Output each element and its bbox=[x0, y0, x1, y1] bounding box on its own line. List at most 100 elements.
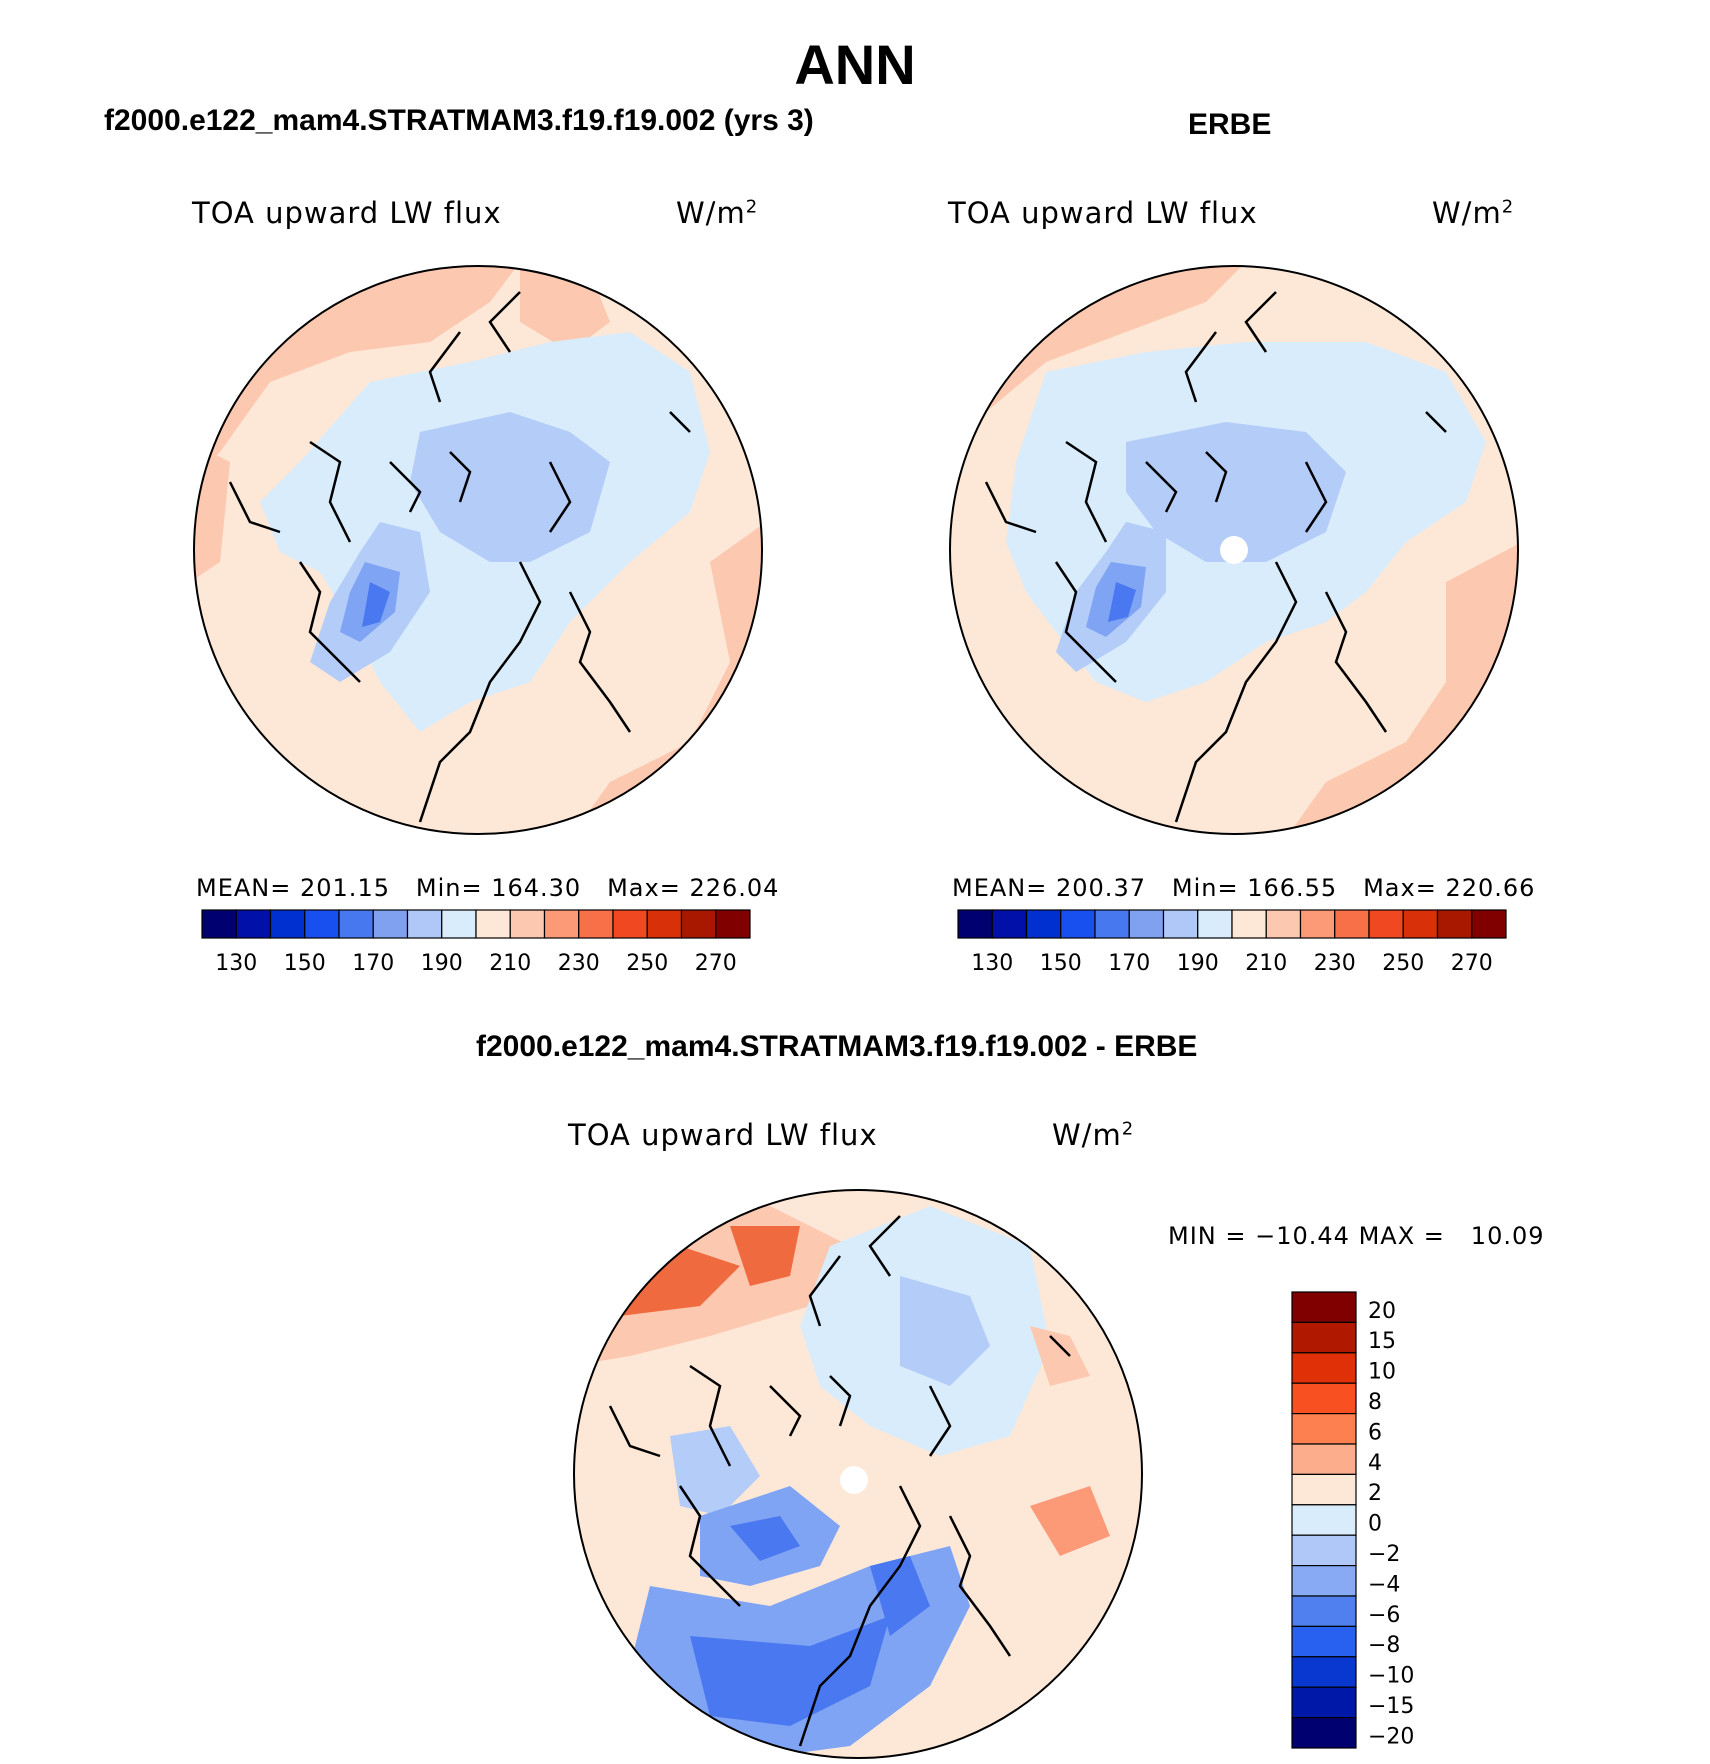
colorbar-tick-label: −20 bbox=[1368, 1724, 1414, 1749]
colorbar-swatch bbox=[1402, 909, 1439, 939]
colorbar-swatch bbox=[1471, 909, 1507, 939]
main-title: ANN bbox=[794, 33, 916, 96]
colorbar-tick-label: 150 bbox=[284, 951, 326, 976]
colorbar-tick-label: 170 bbox=[352, 951, 394, 976]
atlantic-warm-spot bbox=[1030, 1486, 1110, 1556]
colorbar-tick-label: 270 bbox=[1451, 951, 1493, 976]
diff-units-base: W/m bbox=[1052, 1118, 1122, 1152]
coastline-outline bbox=[228, 291, 691, 823]
panel1-polar-map bbox=[193, 265, 763, 835]
colorbar-swatch bbox=[1368, 909, 1404, 939]
panel1-max-value: 226.04 bbox=[689, 874, 780, 902]
panel2-max-value: 220.66 bbox=[1445, 874, 1536, 902]
greenland-deep-blue-region bbox=[362, 582, 390, 627]
colorbar-swatch bbox=[1291, 1504, 1357, 1536]
colorbar-tick-label: 210 bbox=[1245, 951, 1287, 976]
panel1-min-label: Min= bbox=[415, 874, 483, 902]
panel2-mean-value: 200.37 bbox=[1056, 874, 1146, 902]
diff-variable-label: TOA upward LW flux bbox=[568, 1118, 878, 1152]
colorbar-tick-label: 130 bbox=[215, 951, 257, 976]
colorbar-swatch bbox=[612, 909, 648, 939]
colorbar-swatch bbox=[1291, 1565, 1357, 1597]
colorbar-swatch bbox=[1291, 1717, 1357, 1749]
colorbar-tick-label: 150 bbox=[1040, 951, 1082, 976]
colorbar-tick-label: 190 bbox=[1177, 951, 1219, 976]
colorbar-swatch bbox=[338, 909, 374, 939]
colorbar-swatch bbox=[1291, 1534, 1357, 1567]
colorbar-swatch bbox=[1291, 1443, 1357, 1475]
arctic-light-blue-region bbox=[410, 412, 610, 562]
panel2-max-label: Max= bbox=[1363, 874, 1437, 902]
panel1-units: W/m2 bbox=[676, 196, 758, 230]
colorbar-tick-label: −10 bbox=[1368, 1664, 1414, 1689]
panel2-units-base: W/m bbox=[1432, 196, 1502, 230]
panel1-stats: MEAN= 201.15 Min= 164.30 Max= 226.04 bbox=[196, 874, 779, 902]
colorbar-tick-label: 0 bbox=[1368, 1512, 1382, 1537]
panel1-mean-label: MEAN= bbox=[196, 874, 292, 902]
colorbar-swatch bbox=[1162, 909, 1199, 939]
diff-units-exp: 2 bbox=[1121, 1118, 1135, 1140]
panel2-variable-label: TOA upward LW flux bbox=[948, 196, 1258, 230]
colorbar-swatch bbox=[1094, 909, 1130, 939]
colorbar-swatch bbox=[680, 909, 717, 939]
panel2-stats: MEAN= 200.37 Min= 166.55 Max= 220.66 bbox=[952, 874, 1535, 902]
colorbar-swatch bbox=[1265, 909, 1302, 939]
diff-min-value: −10.44 bbox=[1255, 1222, 1350, 1250]
colorbar-tick-label: 250 bbox=[1382, 951, 1424, 976]
colorbar-swatch bbox=[304, 909, 340, 939]
colorbar-swatch bbox=[957, 909, 993, 939]
panel2-heading: ERBE bbox=[1188, 108, 1272, 141]
colorbar-swatch bbox=[1291, 1656, 1357, 1688]
colorbar-swatch bbox=[1025, 909, 1062, 939]
colorbar-swatch bbox=[646, 909, 683, 939]
canada-light-blue-region bbox=[670, 1426, 760, 1516]
diff-max-label: MAX = bbox=[1358, 1222, 1445, 1250]
arctic-light-blue-region bbox=[900, 1276, 990, 1386]
colorbar-tick-label: 190 bbox=[421, 951, 463, 976]
colorbar-swatch bbox=[475, 909, 511, 939]
colorbar-swatch bbox=[543, 909, 580, 939]
diff-heading: f2000.e122_mam4.STRATMAM3.f19.f19.002 - … bbox=[476, 1030, 1198, 1063]
colorbar-tick-label: −4 bbox=[1368, 1572, 1400, 1597]
colorbar-swatch bbox=[1291, 1686, 1357, 1719]
colorbar-swatch bbox=[441, 909, 477, 939]
colorbar-swatch bbox=[1128, 909, 1165, 939]
colorbar-tick-label: 170 bbox=[1108, 951, 1150, 976]
panel2-units-exp: 2 bbox=[1501, 196, 1515, 218]
colorbar-tick-label: 210 bbox=[489, 951, 531, 976]
panel1-heading: f2000.e122_mam4.STRATMAM3.f19.f19.002 (y… bbox=[104, 104, 814, 137]
colorbar-swatch bbox=[1291, 1412, 1357, 1445]
colorbar-tick-label: 20 bbox=[1368, 1299, 1396, 1324]
colorbar-tick-label: 250 bbox=[626, 951, 668, 976]
colorbar-swatch bbox=[1291, 1382, 1357, 1415]
colorbar-swatch bbox=[509, 909, 546, 939]
colorbar-tick-label: 230 bbox=[558, 951, 600, 976]
colorbar-tick-label: −2 bbox=[1368, 1542, 1400, 1567]
colorbar-tick-label: −8 bbox=[1368, 1633, 1400, 1658]
pole-data-gap bbox=[840, 1466, 868, 1494]
pole-data-gap bbox=[1220, 536, 1248, 564]
coastline-outline bbox=[608, 1215, 1071, 1747]
panel1-colorbar: 130 150 170 190 210 230 250 270 bbox=[201, 909, 751, 976]
colorbar-tick-label: 270 bbox=[695, 951, 737, 976]
colorbar-swatch bbox=[1334, 909, 1370, 939]
greenland-deep-blue-region bbox=[1108, 582, 1136, 622]
atlantic-deep-blue-region bbox=[690, 1616, 890, 1726]
colorbar-tick-label: −15 bbox=[1368, 1694, 1414, 1719]
panel2-min-value: 166.55 bbox=[1247, 874, 1338, 902]
panel1-variable-label: TOA upward LW flux bbox=[192, 196, 502, 230]
panel1-max-label: Max= bbox=[607, 874, 681, 902]
colorbar-tick-label: −6 bbox=[1368, 1603, 1400, 1628]
diff-max-value: 10.09 bbox=[1470, 1222, 1545, 1250]
colorbar-swatch bbox=[1291, 1352, 1357, 1384]
colorbar-swatch bbox=[1436, 909, 1473, 939]
colorbar-swatch bbox=[715, 909, 751, 939]
panel1-units-exp: 2 bbox=[745, 196, 759, 218]
arctic-light-blue-region bbox=[1126, 422, 1346, 562]
colorbar-swatch bbox=[991, 909, 1028, 939]
colorbar-swatch bbox=[235, 909, 272, 939]
colorbar-swatch bbox=[1060, 909, 1096, 939]
colorbar-swatch bbox=[1291, 1473, 1357, 1506]
coastline-outline bbox=[984, 291, 1447, 823]
